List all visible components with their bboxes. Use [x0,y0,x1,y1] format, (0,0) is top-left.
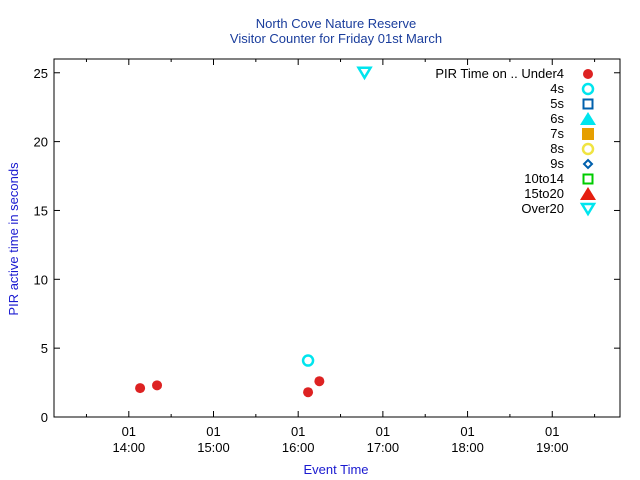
data-point-under4 [135,383,146,394]
legend-marker-under4 [583,69,593,79]
legend-series-name: 4s [550,81,564,96]
legend-marker-8s [581,142,595,156]
legend-marker-over20 [579,202,597,217]
x-tick-label-time: 19:00 [536,440,569,455]
x-axis-label: Event Time [303,462,368,477]
legend-series-name: Over20 [521,201,564,216]
x-tick-label-time: 16:00 [282,440,315,455]
y-tick-label: 25 [34,66,48,81]
legend-label-under4: PIR Time on .. Under4 [435,66,564,81]
y-tick-label: 15 [34,203,48,218]
x-tick-label-day: 01 [291,424,305,439]
y-axis-label: PIR active time in seconds [6,162,21,316]
x-tick-label-day: 01 [376,424,390,439]
x-tick-label-day: 01 [545,424,559,439]
legend-series-name: 7s [550,126,564,141]
x-tick-label-day: 01 [206,424,220,439]
legend-label-7s: 7s [550,126,564,141]
axes-frame [53,58,621,418]
y-tick-label: 10 [34,272,48,287]
y-tick-label: 20 [34,135,48,150]
axis-ticks: 05101520250114:000115:000116:000117:0001… [34,59,620,455]
chart-subtitle: Visitor Counter for Friday 01st March [230,31,442,46]
x-tick-label-time: 18:00 [451,440,484,455]
data-points [135,66,373,398]
x-tick-label-time: 15:00 [197,440,230,455]
data-point-4s [301,354,315,367]
data-point-under4 [314,376,325,387]
legend-series-name: 8s [550,141,564,156]
legend-marker-4s [581,82,595,96]
legend: PIR Time on .. Under44s5s6s7s8s9s10to141… [435,66,597,217]
legend-label-over20: Over20 [521,201,564,216]
legend-series-name: Under4 [521,66,564,81]
legend-label-8s: 8s [550,141,564,156]
legend-series-name: 6s [550,111,564,126]
y-tick-label: 5 [41,341,48,356]
legend-label-4s: 4s [550,81,564,96]
x-tick-label-time: 17:00 [367,440,400,455]
legend-label-9s: 9s [550,156,564,171]
legend-marker-9s [582,158,594,170]
plot-frame [53,58,621,418]
data-point-under4 [303,387,314,398]
legend-marker-6s [580,112,596,125]
legend-label-5s: 5s [550,96,564,111]
legend-series-name: 9s [550,156,564,171]
legend-label-15to20: 15to20 [524,186,564,201]
chart-title: North Cove Nature Reserve [256,16,416,31]
x-tick-label-time: 14:00 [113,440,146,455]
legend-series-name: 10to14 [524,171,564,186]
legend-marker-5s [582,98,594,110]
legend-label-10to14: 10to14 [524,171,564,186]
y-tick-label: 0 [41,410,48,425]
x-tick-label-day: 01 [122,424,136,439]
legend-label-6s: 6s [550,111,564,126]
legend-marker-10to14 [582,173,594,185]
legend-series-name: 5s [550,96,564,111]
data-point-under4 [152,380,163,391]
x-tick-label-day: 01 [460,424,474,439]
data-point-over20 [356,66,373,81]
legend-title: PIR Time on .. [435,66,517,81]
legend-marker-15to20 [580,187,596,200]
legend-marker-7s [582,128,594,140]
legend-series-name: 15to20 [524,186,564,201]
